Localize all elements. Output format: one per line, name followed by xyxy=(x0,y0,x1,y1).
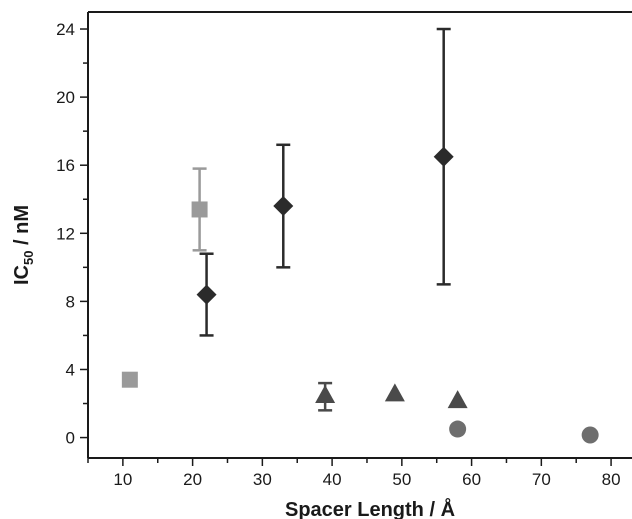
y-tick-label: 20 xyxy=(56,88,75,107)
data-marks xyxy=(121,27,599,444)
x-tick-label: 50 xyxy=(392,470,411,489)
y-axis-title-unit: / nM xyxy=(11,205,33,251)
y-tick-label: 12 xyxy=(56,224,75,243)
x-tick-label: 60 xyxy=(462,470,481,489)
diamond-marker xyxy=(196,284,217,305)
square-marker xyxy=(121,371,138,388)
circle-marker xyxy=(449,420,467,438)
y-tick-label: 8 xyxy=(66,292,75,311)
triangle-marker xyxy=(384,383,405,402)
x-tick-label: 40 xyxy=(323,470,342,489)
y-axis-title: IC50 / nM xyxy=(11,205,36,285)
y-axis: 0 4 8 12 16 20 24 xyxy=(56,20,88,448)
square-marker xyxy=(191,201,208,218)
triangle-marker xyxy=(447,390,468,409)
triangle-marker xyxy=(315,385,336,404)
x-tick-label: 20 xyxy=(183,470,202,489)
y-axis-title-subscript: 50 xyxy=(21,251,36,265)
diamond-marker xyxy=(273,196,294,217)
x-tick-label: 10 xyxy=(113,470,132,489)
circle-marker xyxy=(581,426,599,444)
x-tick-label: 30 xyxy=(253,470,272,489)
y-tick-label: 4 xyxy=(66,360,75,379)
diamond-marker xyxy=(433,146,454,167)
x-tick-label: 70 xyxy=(532,470,551,489)
x-axis-title: Spacer Length / Å xyxy=(285,497,455,519)
y-tick-label: 16 xyxy=(56,156,75,175)
x-tick-label: 80 xyxy=(602,470,621,489)
y-tick-label: 0 xyxy=(66,429,75,448)
plot-frame xyxy=(87,11,632,459)
y-tick-label: 24 xyxy=(56,20,75,39)
x-axis: 10 20 30 40 50 60 70 80 xyxy=(87,458,621,489)
y-axis-title-main: IC xyxy=(11,265,33,285)
